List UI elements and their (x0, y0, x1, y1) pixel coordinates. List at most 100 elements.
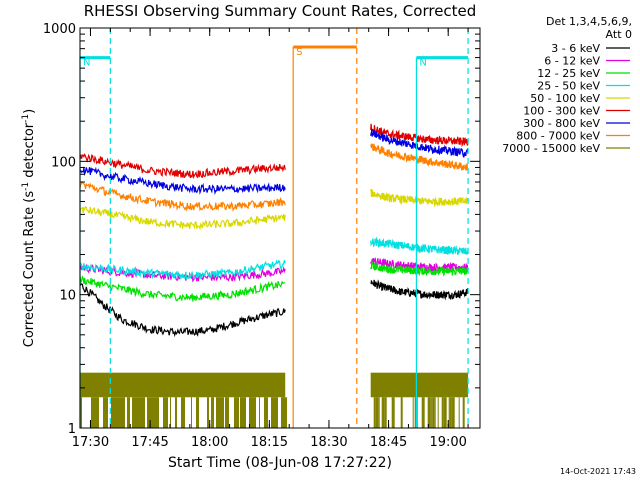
attenuator-bar (276, 397, 278, 428)
legend-header: Det 1,3,4,5,6,9, (546, 15, 632, 28)
attenuator-bar (373, 397, 376, 428)
attenuator-bar (272, 397, 275, 428)
attenuator-bar (240, 397, 242, 428)
x-tick-label: 17:30 (72, 435, 109, 450)
attenuator-bar (140, 397, 143, 428)
attenuator-bar (221, 397, 224, 428)
attenuator-bar (122, 397, 125, 428)
attenuator-bar (378, 397, 380, 428)
attenuator-bar (443, 397, 447, 428)
series-line (79, 259, 286, 281)
attenuator-bar (227, 397, 228, 428)
attenuator-bar (219, 397, 221, 428)
attenuator-bar (103, 397, 104, 428)
attenuator-bar (412, 397, 414, 428)
y-axis-label: Corrected Count Rate (s-1 detector-1) (21, 109, 37, 347)
legend-entry-label: 12 - 25 keV (537, 67, 600, 80)
attenuator-bar (462, 397, 465, 428)
attenuator-bar (208, 397, 209, 428)
footer-timestamp: 14-Oct-2021 17:43 (560, 467, 636, 476)
series-line (370, 279, 469, 301)
attenuator-bar (431, 397, 433, 428)
attenuator-bar (181, 397, 184, 428)
attenuator-bar (234, 397, 237, 428)
legend-entry-label: 3 - 6 keV (551, 42, 600, 55)
attenuator-bar (154, 397, 156, 428)
attenuator-bar (184, 397, 185, 428)
x-tick-label: 18:45 (370, 435, 407, 450)
attenuator-bar (147, 397, 149, 428)
series-line (370, 129, 469, 159)
attenuator-bar (107, 397, 108, 428)
attenuator-bar (283, 397, 285, 428)
attenuator-bar (164, 397, 166, 428)
attenuator-bar (156, 397, 159, 428)
attenuator-bar (94, 397, 97, 428)
attenuator-bar (259, 397, 260, 428)
attenuator-bar (170, 397, 171, 428)
attenuator-bar (104, 397, 107, 428)
attenuator-bar (132, 397, 135, 428)
x-tick-label: 18:15 (251, 435, 288, 450)
attenuator-bar (285, 397, 287, 428)
attenuator-bar (264, 397, 265, 428)
attenuator-bar (449, 397, 452, 428)
legend-entry-label: 50 - 100 keV (530, 92, 600, 105)
attenuator-bar (225, 397, 227, 428)
series-line (370, 260, 469, 277)
plot-frame (79, 27, 481, 429)
y-axis-label-part: ) (22, 109, 37, 114)
attenuator-bar (249, 397, 252, 428)
attenuator-bar (207, 397, 208, 428)
series-line (79, 181, 286, 213)
attenuator-bar (391, 397, 395, 428)
series-line (370, 236, 469, 256)
legend-entry-label: 25 - 50 keV (537, 80, 600, 93)
attenuator-bar (116, 397, 117, 428)
attenuator-bar (150, 397, 153, 428)
attenuator-bar (271, 397, 272, 428)
legend-entry-label: 7000 - 15000 keV (502, 142, 600, 155)
legend-subheader: Att 0 (606, 28, 632, 41)
y-axis-label-sup: -1 (21, 182, 31, 191)
attenuator-bar (237, 397, 239, 428)
attenuator-bar (228, 397, 229, 428)
attenuator-bar (113, 397, 116, 428)
attenuator-bar (196, 397, 198, 428)
attenuator-bar (242, 397, 244, 428)
x-axis-label: Start Time (08-Jun-08 17:27:22) (168, 455, 392, 471)
y-axis-label-part: Corrected Count Rate (s (22, 191, 37, 348)
series-line (370, 143, 469, 172)
attenuator-bar (441, 397, 444, 428)
attenuator-bar (137, 397, 140, 428)
series-line (79, 153, 286, 180)
x-tick-label: 19:00 (429, 435, 466, 450)
legend-entry-label: 300 - 800 keV (523, 117, 600, 130)
series-line (79, 275, 286, 302)
attenuator-bar (80, 397, 82, 428)
attenuator-bar (97, 397, 99, 428)
attenuator-bar (191, 397, 192, 428)
attenuator-bar (149, 397, 150, 428)
series-line (370, 123, 469, 148)
flag-label: S (296, 47, 302, 58)
plot-area: N N S 1 10 100 1000 17:30 17:45 18:00 18:15 18:30 18… (43, 22, 481, 450)
attenuator-bar (111, 397, 113, 428)
attenuator-bar (117, 397, 119, 428)
attenuator-bar (437, 397, 439, 428)
attenuator-bar (253, 397, 256, 428)
y-tick-label: 100 (51, 155, 76, 170)
attenuator-bar (127, 397, 130, 428)
attenuator-block (80, 372, 286, 398)
y-tick-label: 10 (59, 289, 76, 304)
attenuator-bar (448, 397, 450, 428)
attenuator-bar (245, 397, 246, 428)
attenuator-bar (153, 397, 154, 428)
x-tick-label: 18:30 (310, 435, 347, 450)
legend-entry-label: 800 - 7000 keV (516, 130, 600, 143)
attenuator-bar (458, 397, 460, 428)
legend-entry-label: 100 - 300 keV (523, 105, 600, 118)
legend-entry-label: 6 - 12 keV (544, 55, 600, 68)
y-tick-label: 1000 (43, 22, 76, 37)
